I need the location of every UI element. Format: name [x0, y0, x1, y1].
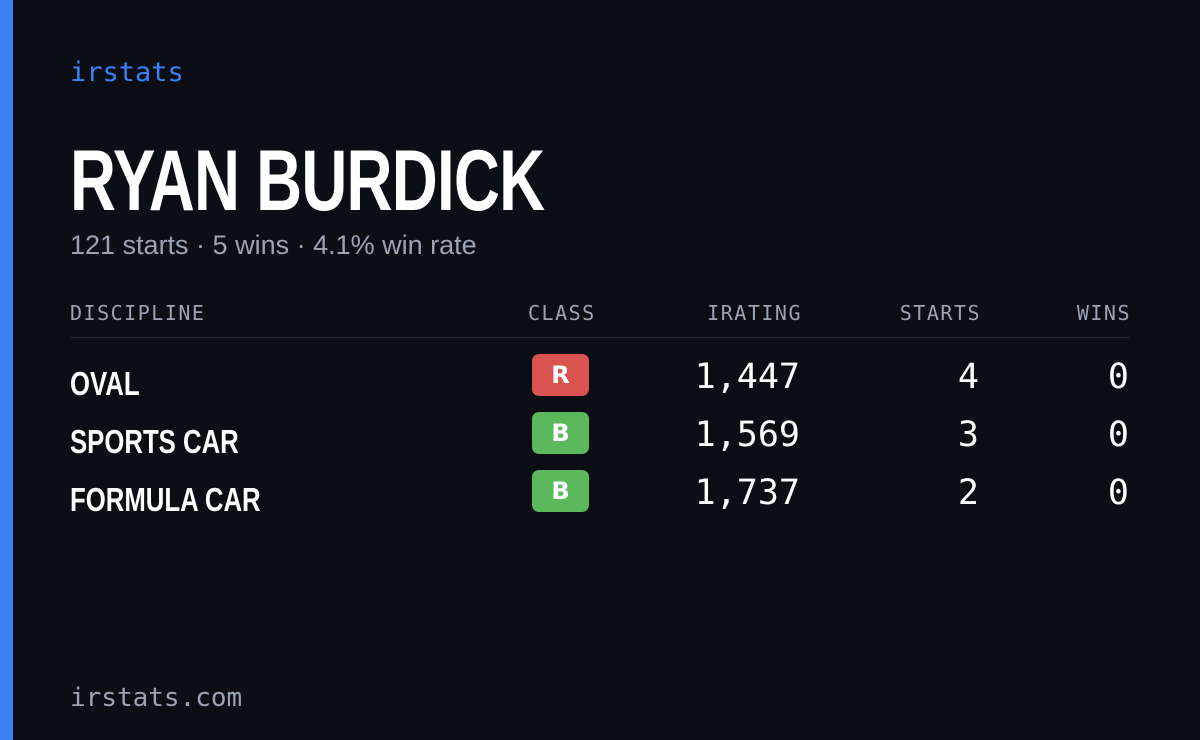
- column-header: WINS: [1076, 301, 1131, 325]
- discipline: SPORTS CAR: [70, 423, 239, 460]
- irating: 1,737: [694, 473, 800, 513]
- starts: 3: [957, 415, 979, 455]
- column-header: DISCIPLINE: [70, 301, 206, 325]
- class-badge: B: [532, 470, 589, 512]
- header-divider: [70, 337, 1130, 338]
- column-header: STARTS: [899, 301, 981, 325]
- starts: 4: [957, 357, 979, 397]
- irating: 1,447: [694, 357, 800, 397]
- column-header: CLASS: [528, 301, 596, 325]
- irating: 1,569: [694, 415, 800, 455]
- driver-name: RYAN BURDICK: [70, 133, 545, 229]
- accent-stripe: [0, 0, 13, 740]
- summary: 121 starts · 5 wins · 4.1% win rate: [70, 230, 477, 260]
- footer-link: irstats.com: [70, 683, 243, 713]
- class-badge: B: [532, 412, 589, 454]
- brand: irstats: [70, 57, 184, 88]
- wins: 0: [1107, 415, 1129, 455]
- wins: 0: [1107, 473, 1129, 513]
- column-header: IRATING: [707, 301, 802, 325]
- wins: 0: [1107, 357, 1129, 397]
- starts: 2: [957, 473, 979, 513]
- discipline: FORMULA CAR: [70, 481, 261, 518]
- discipline: OVAL: [70, 365, 140, 402]
- class-badge: R: [532, 354, 589, 396]
